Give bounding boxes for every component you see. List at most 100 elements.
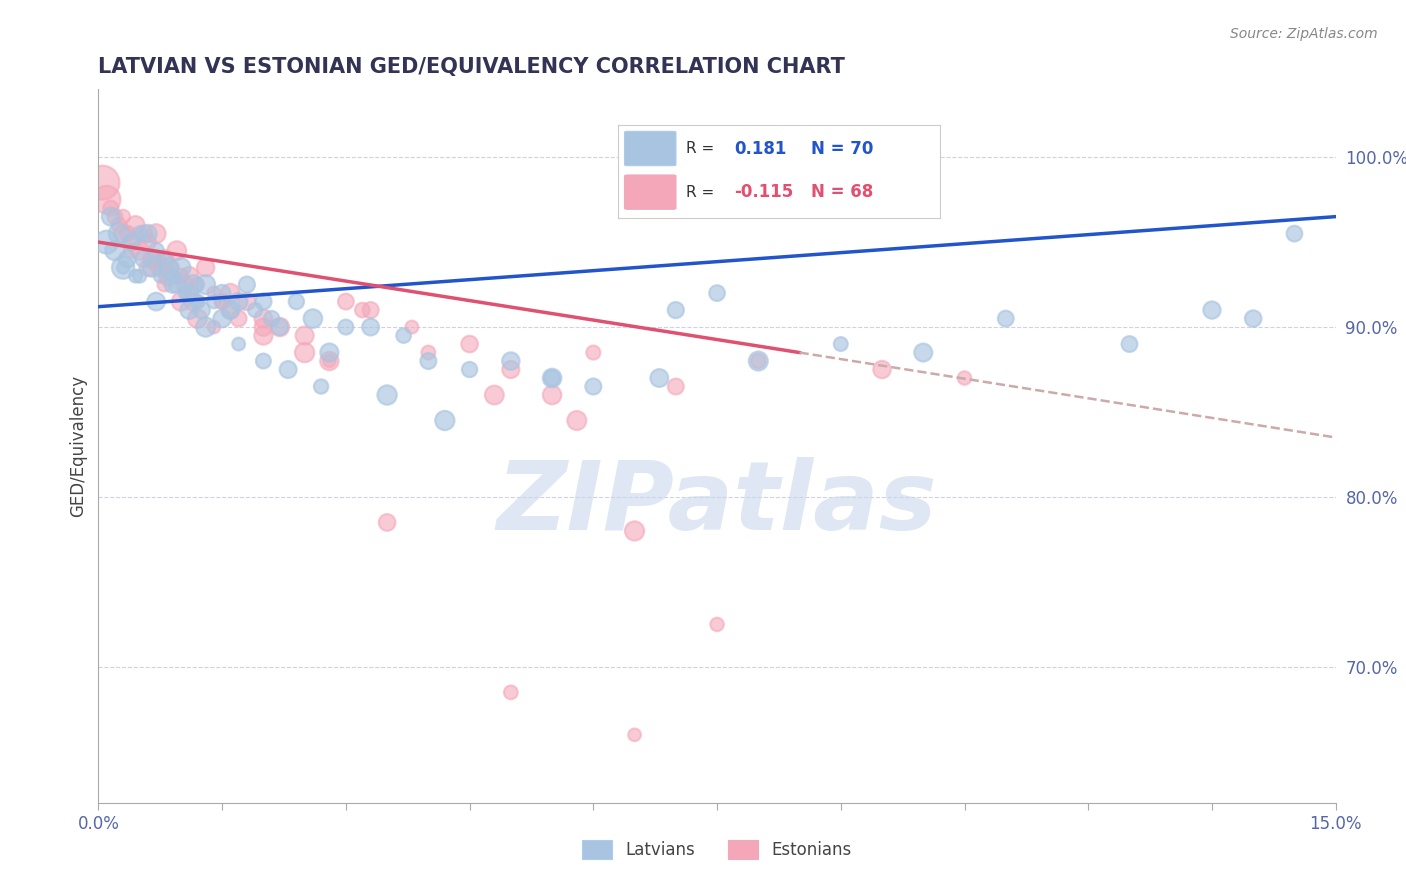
- Point: [228, 311, 250, 326]
- Point: [112, 227, 135, 241]
- Point: [136, 227, 159, 241]
- Point: [665, 303, 688, 318]
- Text: N = 70: N = 70: [811, 139, 873, 158]
- Point: [202, 286, 225, 301]
- Y-axis label: GED/Equivalency: GED/Equivalency: [69, 375, 87, 517]
- Point: [128, 244, 150, 258]
- Point: [162, 277, 184, 292]
- Point: [181, 294, 204, 309]
- Point: [112, 260, 135, 275]
- Point: [747, 354, 769, 368]
- Point: [136, 260, 159, 275]
- Point: [228, 337, 250, 351]
- Point: [132, 227, 155, 241]
- Point: [219, 303, 242, 318]
- Point: [194, 320, 217, 334]
- Point: [375, 388, 398, 402]
- Point: [190, 303, 212, 318]
- Text: R =: R =: [686, 185, 714, 200]
- Point: [153, 252, 176, 266]
- Point: [149, 260, 172, 275]
- Point: [166, 244, 188, 258]
- Point: [623, 728, 645, 742]
- Point: [174, 286, 197, 301]
- Point: [747, 354, 769, 368]
- Point: [170, 260, 193, 275]
- Point: [912, 345, 935, 359]
- Point: [375, 516, 398, 530]
- Point: [141, 252, 163, 266]
- Point: [100, 210, 122, 224]
- Point: [433, 413, 456, 427]
- Point: [953, 371, 976, 385]
- Point: [302, 311, 325, 326]
- Point: [318, 354, 340, 368]
- Point: [269, 320, 291, 334]
- Point: [96, 193, 118, 207]
- Point: [294, 345, 316, 359]
- Point: [120, 235, 142, 249]
- Point: [318, 345, 340, 359]
- Text: N = 68: N = 68: [811, 183, 873, 201]
- Point: [1284, 227, 1306, 241]
- Point: [153, 277, 176, 292]
- Point: [285, 294, 308, 309]
- Point: [541, 371, 564, 385]
- Point: [541, 371, 564, 385]
- Text: 0.181: 0.181: [734, 139, 786, 158]
- Point: [541, 388, 564, 402]
- Point: [219, 303, 242, 318]
- Text: ZIPatlas: ZIPatlas: [496, 457, 938, 549]
- Point: [252, 354, 274, 368]
- Point: [870, 362, 893, 376]
- Point: [181, 277, 204, 292]
- Point: [211, 311, 233, 326]
- Point: [582, 379, 605, 393]
- Point: [360, 320, 382, 334]
- Point: [145, 252, 167, 266]
- Point: [499, 685, 522, 699]
- Point: [1118, 337, 1140, 351]
- Point: [623, 524, 645, 538]
- Point: [252, 294, 274, 309]
- Point: [499, 354, 522, 368]
- Point: [186, 277, 208, 292]
- Point: [335, 294, 357, 309]
- Text: Source: ZipAtlas.com: Source: ZipAtlas.com: [1230, 27, 1378, 41]
- Point: [202, 320, 225, 334]
- Point: [277, 362, 299, 376]
- Point: [136, 235, 159, 249]
- Point: [179, 286, 201, 301]
- Point: [458, 362, 481, 376]
- Text: LATVIAN VS ESTONIAN GED/EQUIVALENCY CORRELATION CHART: LATVIAN VS ESTONIAN GED/EQUIVALENCY CORR…: [98, 56, 845, 77]
- Point: [194, 277, 217, 292]
- Point: [499, 362, 522, 376]
- FancyBboxPatch shape: [624, 175, 676, 210]
- Point: [96, 235, 118, 249]
- Point: [145, 227, 167, 241]
- Point: [309, 379, 332, 393]
- Point: [1241, 311, 1264, 326]
- Point: [186, 294, 208, 309]
- Point: [260, 311, 283, 326]
- Point: [162, 260, 184, 275]
- Point: [665, 379, 688, 393]
- Point: [418, 345, 440, 359]
- Point: [108, 218, 131, 232]
- Point: [484, 388, 506, 402]
- FancyBboxPatch shape: [624, 131, 676, 166]
- Point: [117, 227, 139, 241]
- Text: -0.115: -0.115: [734, 183, 793, 201]
- Point: [401, 320, 423, 334]
- Point: [153, 252, 176, 266]
- Point: [392, 328, 415, 343]
- Point: [179, 269, 201, 284]
- Point: [145, 294, 167, 309]
- Point: [170, 294, 193, 309]
- Point: [170, 269, 193, 284]
- Point: [648, 371, 671, 385]
- Point: [352, 303, 374, 318]
- Point: [112, 260, 135, 275]
- Point: [157, 269, 180, 284]
- Point: [211, 294, 233, 309]
